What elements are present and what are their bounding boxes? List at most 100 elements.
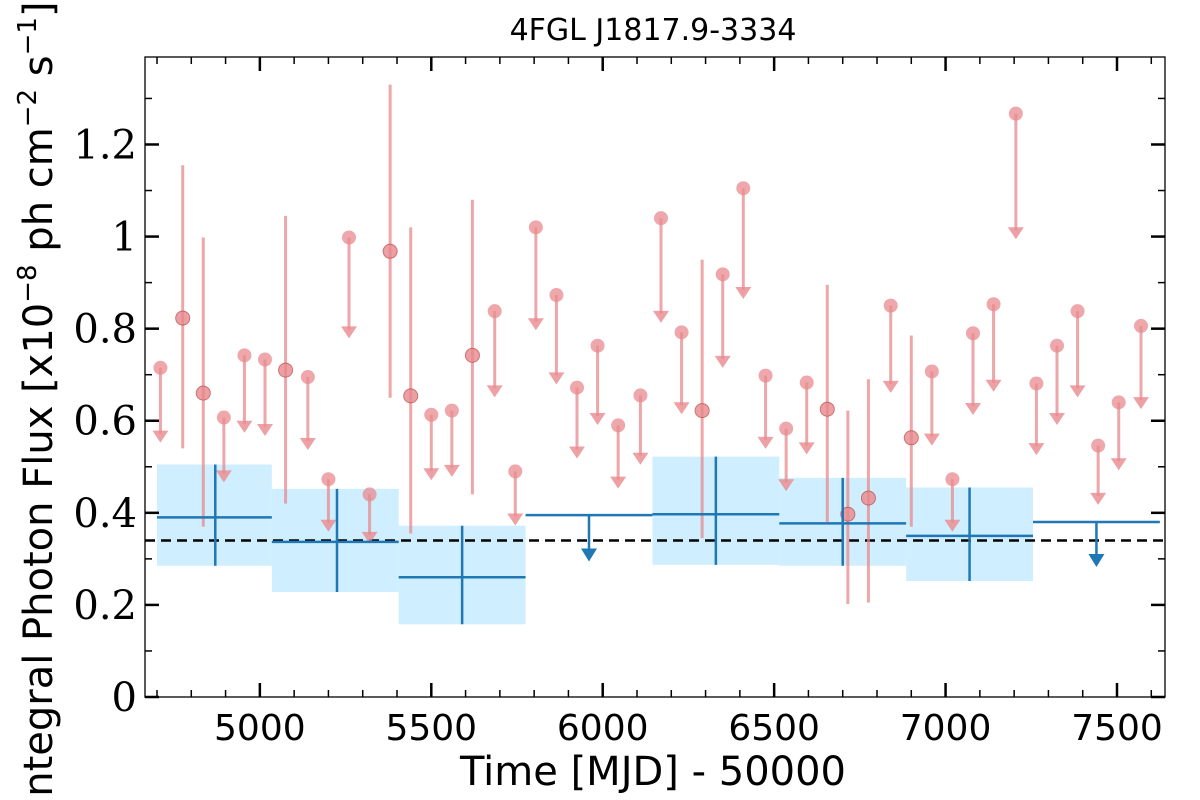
y-label-exp3: −1	[13, 17, 43, 55]
upper-limit-point	[362, 487, 377, 502]
upper-limit-point	[1134, 318, 1148, 333]
y-tick-label: 0.4	[73, 491, 137, 537]
upper-limit-arrow	[757, 436, 774, 449]
upper-limit-point	[1070, 304, 1085, 319]
data-point	[195, 385, 211, 401]
upper-limit-arrow	[1069, 385, 1086, 398]
upper-limit-point	[654, 211, 668, 226]
upper-limit-point	[1111, 395, 1126, 410]
upper-limit-arrow	[923, 433, 940, 446]
data-point	[464, 347, 480, 363]
data-point	[403, 388, 419, 404]
upper-limit-arrow	[632, 452, 649, 465]
upper-limit-arrow	[1133, 397, 1149, 410]
x-tick-label: 7500	[1071, 708, 1163, 749]
upper-limit-point	[758, 368, 773, 383]
x-tick-label: 5000	[214, 708, 306, 749]
upper-limit-point	[674, 325, 689, 340]
upper-limit-point	[549, 288, 564, 303]
upper-limit-arrow	[548, 372, 565, 385]
upper-limit-arrow	[443, 464, 460, 477]
y-label-mid: ph cm	[16, 127, 62, 264]
upper-limit-arrow	[1028, 443, 1045, 456]
y-label-suffix: ]	[16, 1, 62, 17]
upper-limit-point	[715, 267, 730, 282]
x-tick-label: 6500	[728, 708, 820, 749]
y-tick-label: 0.2	[73, 583, 137, 629]
upper-limit-point	[258, 352, 272, 367]
y-axis-label: Integral Photon Flux [x10−8 ph cm−2 s−1]	[13, 1, 62, 800]
upper-limit-point	[924, 364, 939, 379]
long-upper-limit-arrow	[581, 548, 597, 562]
data-point	[175, 310, 191, 326]
upper-limit-arrow	[1090, 492, 1107, 505]
upper-limit-arrow	[1110, 458, 1127, 471]
upper-limit-arrow	[152, 430, 169, 443]
upper-limit-point	[736, 181, 751, 196]
upper-limit-point	[1008, 106, 1023, 121]
upper-limit-arrow	[589, 412, 606, 425]
short-bin-series	[152, 84, 1149, 604]
upper-limit-point	[528, 220, 543, 235]
x-axis-label: Time [MJD] - 50000	[459, 749, 846, 795]
x-tick-label: 7000	[900, 708, 992, 749]
upper-limit-arrow	[486, 385, 503, 398]
upper-limit-arrow	[423, 468, 440, 481]
upper-limit-arrow	[882, 380, 899, 393]
data-point	[382, 243, 398, 259]
upper-limit-arrow	[965, 403, 981, 416]
x-tick-label: 5500	[385, 708, 477, 749]
data-point	[278, 362, 294, 378]
upper-limit-arrow	[215, 470, 232, 483]
upper-limit-point	[153, 360, 168, 375]
data-point	[860, 490, 876, 506]
x-tick-labels: 5000 5500 6000 6500 7000 7500	[214, 708, 1163, 749]
y-tick-label: 0.8	[73, 307, 137, 353]
y-tick-label: 0.6	[73, 399, 137, 445]
upper-limit-point	[444, 403, 459, 418]
upper-limit-point	[216, 410, 231, 425]
upper-limit-point	[321, 472, 336, 487]
upper-limit-point	[966, 326, 980, 341]
upper-limit-point	[300, 370, 315, 384]
upper-limit-point	[779, 421, 794, 436]
upper-limit-arrow	[1049, 412, 1065, 425]
data-point	[903, 430, 919, 446]
upper-limit-point	[1029, 376, 1044, 391]
upper-limit-point	[986, 297, 1001, 312]
upper-limit-arrow	[257, 424, 273, 437]
upper-limit-arrow	[320, 519, 337, 532]
upper-limit-arrow	[735, 286, 752, 299]
upper-limit-point	[945, 472, 960, 487]
y-tick-label: 1	[112, 215, 137, 261]
upper-limit-point	[508, 464, 523, 479]
upper-limit-arrow	[507, 513, 524, 526]
upper-limit-point	[424, 407, 439, 422]
plot-frame	[144, 56, 1166, 698]
y-tick-label: 0	[112, 675, 137, 721]
long-upper-limit-arrow	[1088, 554, 1105, 568]
upper-limit-arrow	[236, 420, 253, 433]
upper-limit-point	[342, 230, 356, 245]
y-label-prefix: Integral Photon Flux [x10	[16, 303, 62, 800]
upper-limit-arrow	[1007, 227, 1024, 240]
upper-limit-arrow	[341, 326, 357, 339]
upper-limit-point	[883, 298, 898, 313]
upper-limit-point	[590, 338, 605, 353]
upper-limit-arrow	[361, 531, 378, 544]
long-bin-series	[157, 456, 1160, 625]
y-label-mid2: s	[16, 55, 62, 89]
data-point	[840, 506, 856, 522]
upper-limit-arrow	[798, 442, 815, 455]
upper-limit-point	[611, 418, 626, 433]
upper-limit-arrow	[778, 479, 795, 492]
x-tick-label: 6000	[557, 708, 649, 749]
y-tick-labels: 0 0.2 0.4 0.6 0.8 1 1.2	[73, 122, 137, 721]
upper-limit-point	[487, 304, 502, 319]
upper-limit-arrow	[673, 402, 690, 415]
upper-limit-arrow	[569, 446, 585, 459]
upper-limit-point	[237, 348, 252, 363]
upper-limit-arrow	[299, 438, 316, 450]
chart-title: 4FGL J1817.9-3334	[510, 13, 797, 48]
